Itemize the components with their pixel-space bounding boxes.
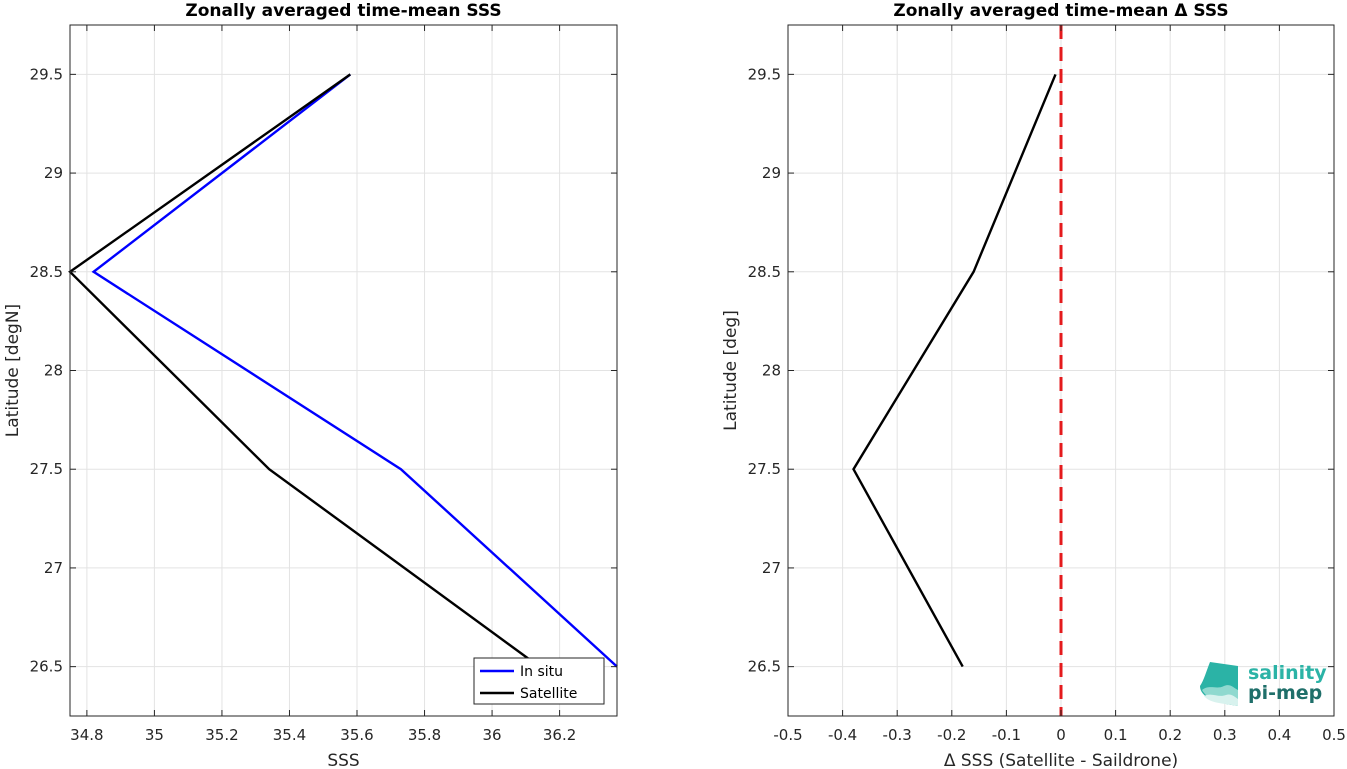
- x-tick-label: 35: [145, 726, 164, 744]
- y-tick-label: 29.5: [748, 65, 781, 83]
- x-tick-label: 35.4: [273, 726, 306, 744]
- y-tick-label: 27.5: [30, 460, 63, 478]
- y-tick-label: 28.5: [30, 263, 63, 281]
- x-tick-label: -0.4: [828, 726, 857, 744]
- legend-label: In situ: [520, 664, 563, 680]
- y-tick-label: 29: [762, 164, 781, 182]
- y-tick-label: 28.5: [748, 263, 781, 281]
- y-axis-label: Latitude [degN]: [3, 304, 23, 437]
- x-tick-label: 0.3: [1213, 726, 1237, 744]
- logo-wave-band-light: [1204, 694, 1238, 706]
- salinity-pi-mep-logo: salinity pi-mep: [1200, 662, 1327, 706]
- series-line-satellite: [68, 73, 541, 668]
- x-tick-label: 34.8: [70, 726, 103, 744]
- x-tick-label: 35.8: [408, 726, 441, 744]
- x-tick-label: 0.1: [1104, 726, 1128, 744]
- delta-sss-panel: -0.5 -0.4 -0.3 -0.2 -0.1 0 0.1 0.2 0.3 0.4 0.5 26.5…: [721, 1, 1346, 769]
- x-tick-label: -0.2: [937, 726, 966, 744]
- series-line-in-situ: [91, 73, 618, 668]
- y-tick-label: 26.5: [30, 658, 63, 676]
- x-tick-label: 0.5: [1322, 726, 1346, 744]
- legend-box: [473, 657, 605, 705]
- sss-panel: 34.8 35 35.2 35.4 35.6 35.8 36 36.2 26.5 27 27.5 28…: [3, 1, 618, 769]
- chart-title: Zonally averaged time-mean Δ SSS: [893, 1, 1228, 21]
- x-tick-label: 36.2: [543, 726, 576, 744]
- x-tick-label: -0.5: [773, 726, 802, 744]
- chart-title: Zonally averaged time-mean SSS: [185, 1, 501, 21]
- y-tick-label: 29: [44, 164, 63, 182]
- x-tick-label: 35.2: [205, 726, 238, 744]
- y-axis-label: Latitude [deg]: [721, 310, 741, 431]
- x-tick-label: 0: [1056, 726, 1066, 744]
- y-tick-label: 27: [44, 559, 63, 577]
- x-tick-label: 0.4: [1267, 726, 1291, 744]
- y-tick-label: 27.5: [748, 460, 781, 478]
- x-tick-label: 0.2: [1158, 726, 1182, 744]
- x-axis-label: SSS: [327, 751, 359, 769]
- x-axis-label: Δ SSS (Satellite - Saildrone): [944, 751, 1178, 769]
- y-tick-label: 29.5: [30, 65, 63, 83]
- logo-text-salinity: salinity: [1248, 662, 1327, 684]
- x-tick-label: 36: [483, 726, 502, 744]
- y-tick-label: 28: [44, 362, 63, 380]
- series-line-0: [852, 73, 1057, 668]
- logo-text-pi-mep: pi-mep: [1248, 682, 1322, 704]
- y-tick-label: 28: [762, 362, 781, 380]
- x-tick-label: -0.1: [992, 726, 1021, 744]
- legend-label: Satellite: [520, 686, 577, 702]
- y-tick-label: 27: [762, 559, 781, 577]
- x-tick-label: -0.3: [883, 726, 912, 744]
- x-tick-label: 35.6: [340, 726, 373, 744]
- y-tick-label: 26.5: [748, 658, 781, 676]
- legend: In situ Satellite: [473, 657, 605, 705]
